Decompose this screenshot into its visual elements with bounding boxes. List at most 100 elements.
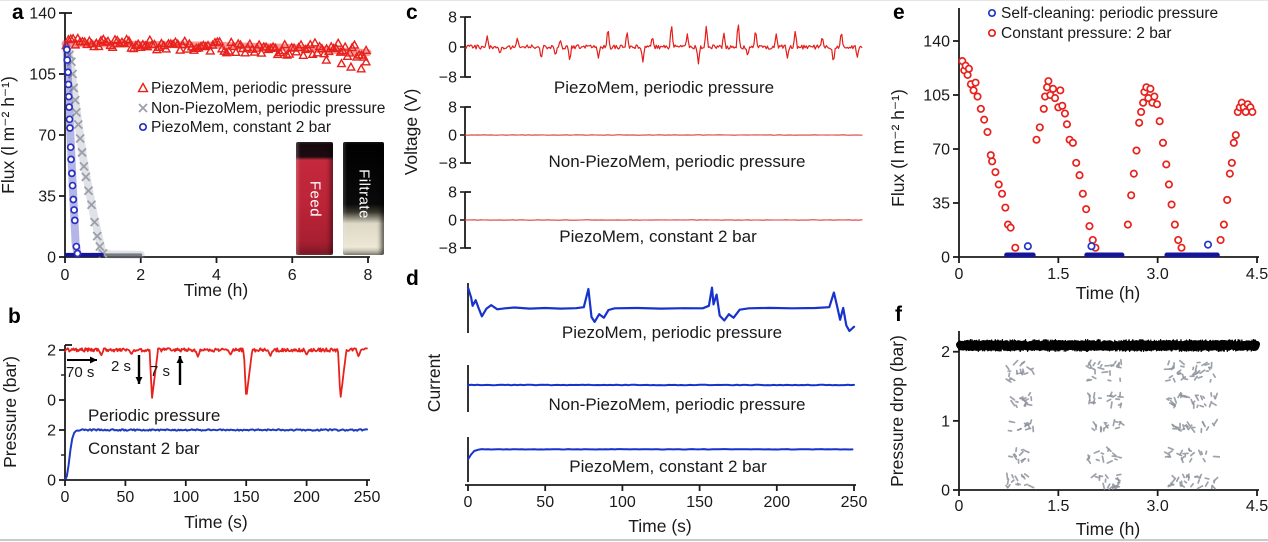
svg-text:3.0: 3.0: [1147, 498, 1169, 515]
panel-e-chart: 140 105 70 35 00 1.5 3.0 4.5 Time (h) Flux (l m⁻²…: [888, 8, 1268, 303]
svg-text:105: 105: [29, 67, 56, 84]
svg-text:150: 150: [686, 494, 713, 511]
svg-text:70: 70: [932, 142, 950, 159]
svg-text:Pressure (bar): Pressure (bar): [0, 356, 20, 468]
svg-text:4.5: 4.5: [1246, 498, 1268, 515]
svg-text:Time (h): Time (h): [1076, 283, 1141, 303]
svg-text:Time (s): Time (s): [628, 516, 692, 536]
svg-text:105: 105: [923, 88, 950, 105]
svg-text:70: 70: [38, 128, 56, 145]
svg-text:6: 6: [288, 267, 297, 284]
panel-f-chart: 0 1 2 0 1.5 3.0 4.5 Time (h) Pressure drop (bar): [887, 331, 1268, 539]
svg-text:0: 0: [464, 494, 473, 511]
svg-text:1.5: 1.5: [1047, 266, 1069, 283]
svg-text:140: 140: [923, 34, 950, 51]
svg-text:0: 0: [47, 250, 56, 267]
panel-a-chart: 140 105 70 35 00 2 4 6 8 Time (h) Flux (l m⁻² h⁻¹): [0, 6, 373, 301]
svg-text:140: 140: [29, 6, 56, 23]
svg-text:Periodic pressure: Periodic pressure: [88, 406, 220, 425]
svg-text:0: 0: [941, 483, 950, 500]
panel-b-annotations: 70 s 2 s 7 s Periodic pressure Constant 2 ba…: [66, 355, 220, 458]
svg-text:0: 0: [941, 250, 950, 267]
svg-text:0: 0: [448, 128, 457, 145]
filtrate-vial-label: Filtrate: [355, 169, 372, 219]
svg-text:Flux (l m⁻² h⁻¹): Flux (l m⁻² h⁻¹): [888, 89, 908, 207]
svg-text:50: 50: [117, 489, 135, 506]
panel-label-a: a: [12, 1, 24, 24]
svg-text:PiezoMem, periodic pressure: PiezoMem, periodic pressure: [554, 78, 774, 97]
svg-text:PiezoMem, periodic pressure: PiezoMem, periodic pressure: [151, 80, 352, 97]
filtrate-vial: Filtrate: [343, 142, 384, 255]
svg-text:Pressure drop (bar): Pressure drop (bar): [887, 335, 907, 487]
panel-label-f: f: [895, 303, 902, 326]
svg-text:200: 200: [293, 489, 320, 506]
panel-label-b: b: [8, 305, 21, 328]
svg-text:Self-cleaning: periodic pressu: Self-cleaning: periodic pressure: [1001, 5, 1218, 22]
svg-text:PiezoMem, constant 2 bar: PiezoMem, constant 2 bar: [559, 227, 757, 246]
panel-d-chart: PiezoMem, periodic pressure Non-PiezoMem,…: [424, 283, 867, 536]
svg-text:35: 35: [38, 189, 56, 206]
svg-text:250: 250: [841, 494, 868, 511]
svg-text:0: 0: [955, 266, 964, 283]
svg-text:0: 0: [47, 473, 56, 490]
svg-text:200: 200: [763, 494, 790, 511]
svg-text:2: 2: [47, 343, 56, 360]
svg-text:PiezoMem, constant 2 bar: PiezoMem, constant 2 bar: [151, 119, 331, 136]
svg-text:4: 4: [212, 267, 221, 284]
svg-text:Non-PiezoMem, periodic pressur: Non-PiezoMem, periodic pressure: [151, 100, 385, 117]
svg-text:2 s: 2 s: [111, 358, 131, 375]
svg-text:Time (s): Time (s): [184, 512, 248, 532]
top-border: [0, 0, 1268, 1]
svg-text:0: 0: [955, 498, 964, 515]
svg-text:PiezoMem, constant 2 bar: PiezoMem, constant 2 bar: [569, 457, 767, 476]
panel-c-chart: 8 0 −8 PiezoMem, periodic pressure 8 0 −8 Non-P…: [401, 10, 863, 258]
bottom-border: [0, 539, 1268, 541]
feed-vial-label: Feed: [306, 180, 323, 217]
svg-text:8: 8: [448, 10, 457, 27]
svg-text:50: 50: [536, 494, 554, 511]
svg-text:0: 0: [448, 213, 457, 230]
feed-filtrate-photo-inset: Feed Filtrate: [296, 142, 384, 255]
svg-text:4.5: 4.5: [1246, 266, 1268, 283]
svg-text:PiezoMem, periodic pressure: PiezoMem, periodic pressure: [562, 323, 782, 342]
svg-text:−8: −8: [439, 156, 457, 173]
svg-text:1: 1: [941, 413, 950, 430]
svg-text:150: 150: [233, 489, 260, 506]
svg-text:2: 2: [941, 344, 950, 361]
svg-text:Time (h): Time (h): [1076, 519, 1141, 539]
svg-text:0: 0: [47, 393, 56, 410]
panel-label-e: e: [893, 1, 905, 24]
panel-a-legend: PiezoMem, periodic pressure Non-PiezoMem,…: [137, 80, 385, 136]
svg-text:8: 8: [364, 267, 373, 284]
svg-text:100: 100: [172, 489, 199, 506]
svg-text:Flux (l m⁻² h⁻¹): Flux (l m⁻² h⁻¹): [0, 76, 18, 194]
svg-text:3.0: 3.0: [1147, 266, 1169, 283]
svg-text:2: 2: [47, 423, 56, 440]
svg-text:35: 35: [932, 196, 950, 213]
svg-text:70 s: 70 s: [66, 364, 94, 381]
panel-e-legend: Self-cleaning: periodic pressure Constant…: [987, 5, 1218, 42]
svg-text:−8: −8: [439, 70, 457, 87]
svg-text:Current: Current: [424, 354, 444, 412]
panel-label-d: d: [406, 267, 419, 290]
panel-label-c: c: [406, 1, 418, 24]
svg-text:8: 8: [448, 185, 457, 202]
svg-text:Voltage (V): Voltage (V): [401, 89, 421, 176]
svg-text:Non-PiezoMem, periodic pressur: Non-PiezoMem, periodic pressure: [549, 152, 806, 171]
svg-text:2: 2: [136, 267, 145, 284]
svg-text:Constant pressure: 2 bar: Constant pressure: 2 bar: [1001, 25, 1172, 42]
svg-text:0: 0: [448, 40, 457, 57]
svg-text:Non-PiezoMem, periodic pressur: Non-PiezoMem, periodic pressure: [549, 395, 806, 414]
feed-vial: Feed: [296, 142, 333, 255]
svg-text:0: 0: [61, 267, 70, 284]
svg-text:Time (h): Time (h): [184, 280, 249, 300]
svg-text:1.5: 1.5: [1047, 498, 1069, 515]
svg-text:250: 250: [354, 489, 381, 506]
svg-text:−8: −8: [439, 241, 457, 258]
svg-text:8: 8: [448, 100, 457, 117]
svg-text:7 s: 7 s: [150, 363, 170, 380]
svg-text:Constant 2 bar: Constant 2 bar: [88, 439, 200, 458]
